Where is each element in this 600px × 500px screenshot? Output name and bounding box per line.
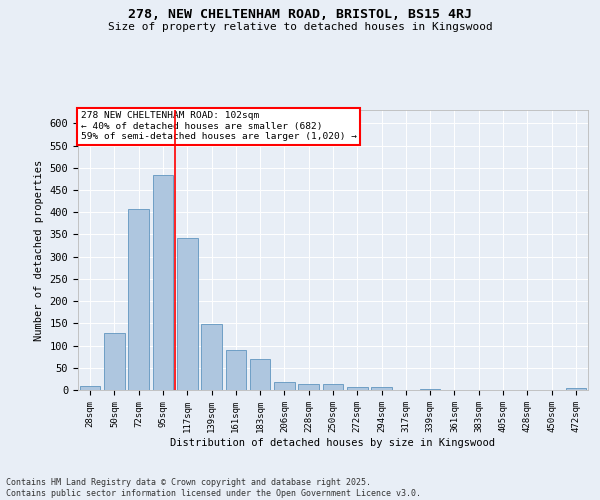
Bar: [274, 382, 295, 390]
Bar: [298, 384, 319, 390]
Bar: [226, 350, 246, 390]
Bar: [566, 388, 586, 390]
Bar: [371, 387, 392, 390]
Bar: [420, 388, 440, 390]
Bar: [128, 208, 149, 390]
Bar: [80, 386, 100, 390]
Text: 278 NEW CHELTENHAM ROAD: 102sqm
← 40% of detached houses are smaller (682)
59% o: 278 NEW CHELTENHAM ROAD: 102sqm ← 40% of…: [80, 112, 356, 141]
Y-axis label: Number of detached properties: Number of detached properties: [34, 160, 44, 340]
Text: Contains HM Land Registry data © Crown copyright and database right 2025.
Contai: Contains HM Land Registry data © Crown c…: [6, 478, 421, 498]
Bar: [152, 176, 173, 390]
Bar: [177, 238, 197, 390]
Bar: [201, 324, 222, 390]
Bar: [347, 387, 368, 390]
Bar: [104, 333, 125, 390]
Text: 278, NEW CHELTENHAM ROAD, BRISTOL, BS15 4RJ: 278, NEW CHELTENHAM ROAD, BRISTOL, BS15 …: [128, 8, 472, 20]
Bar: [250, 359, 271, 390]
Bar: [323, 384, 343, 390]
Text: Size of property relative to detached houses in Kingswood: Size of property relative to detached ho…: [107, 22, 493, 32]
X-axis label: Distribution of detached houses by size in Kingswood: Distribution of detached houses by size …: [170, 438, 496, 448]
